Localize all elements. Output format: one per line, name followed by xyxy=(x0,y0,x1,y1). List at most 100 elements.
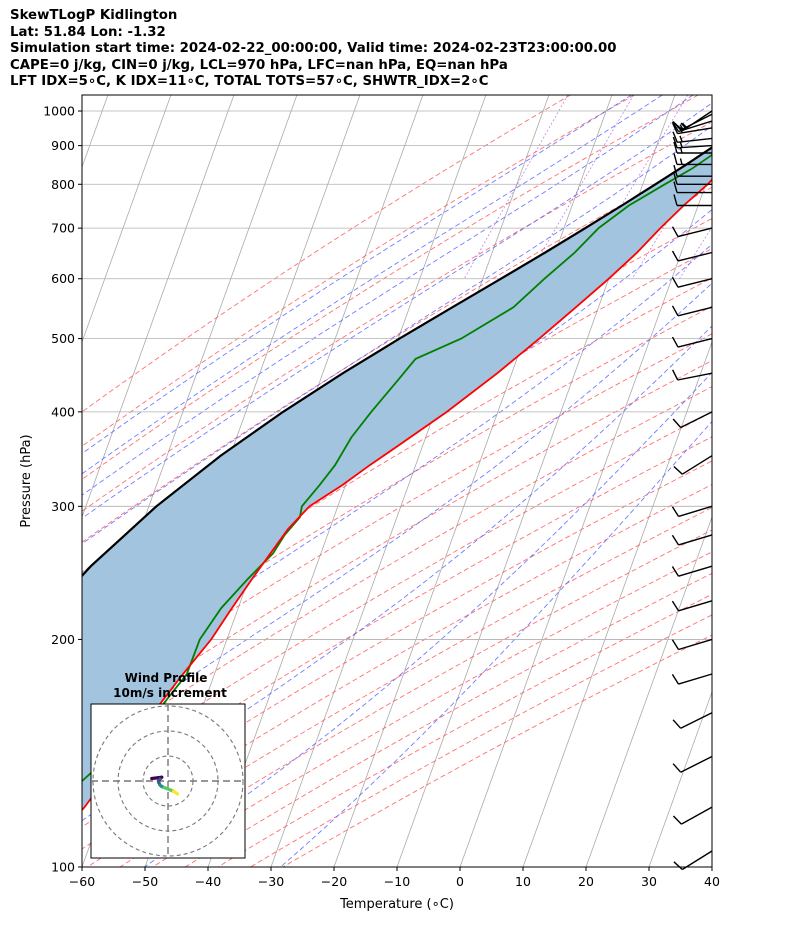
hodograph-title: Wind Profile xyxy=(125,671,208,685)
moist-adiabat-line xyxy=(144,371,712,867)
wind-barb xyxy=(673,181,712,194)
plot-area xyxy=(82,95,794,867)
isotherm-line xyxy=(522,340,712,867)
hodograph-inset: Wind Profile 10m/s increment xyxy=(90,671,246,859)
isotherm-line xyxy=(585,515,712,867)
wind-barb xyxy=(671,505,713,518)
dry-adiabat-line xyxy=(282,634,712,867)
mixing-ratio-line xyxy=(526,95,635,279)
x-tick-label: −10 xyxy=(384,874,410,889)
x-tick-label: 40 xyxy=(704,874,720,889)
location-line: Lat: 51.84 Lon: -1.32 xyxy=(10,24,166,40)
dry-adiabat-line xyxy=(82,333,712,709)
moist-adiabat-line xyxy=(82,95,663,475)
x-tick-label: −40 xyxy=(195,874,221,889)
hodograph-trace xyxy=(150,775,180,796)
hodograph-segment xyxy=(173,790,180,796)
temperature-profile-line xyxy=(82,178,712,812)
stability-line: CAPE=0 j/kg, CIN=0 j/kg, LCL=970 hPa, LF… xyxy=(10,57,508,73)
wind-barb xyxy=(671,226,713,238)
wind-barb xyxy=(673,141,712,154)
wind-barb xyxy=(671,369,713,381)
isotherm-line xyxy=(82,95,172,344)
y-axis-label: Pressure (hPa) xyxy=(19,434,34,527)
wind-barb xyxy=(672,123,713,135)
isotherm-line xyxy=(82,95,298,694)
y-axis-ticks: 1000 900 800 700 600 500 400 300 200 100 xyxy=(43,104,82,875)
y-tick-label: 800 xyxy=(51,177,75,192)
wind-barb xyxy=(672,806,713,825)
y-tick-label: 700 xyxy=(51,221,75,236)
moist-adiabat-line xyxy=(82,95,632,455)
sounding-profiles xyxy=(82,146,712,812)
moist-adiabat-line xyxy=(280,420,712,867)
moist-adiabat-line xyxy=(82,243,712,693)
cape-fill-area xyxy=(82,147,712,811)
wind-barb xyxy=(671,534,713,546)
wind-barb xyxy=(673,165,712,177)
wind-barb xyxy=(671,336,713,348)
y-tick-label: 400 xyxy=(51,404,75,419)
hodograph-subtitle: 10m/s increment xyxy=(113,686,227,700)
y-tick-label: 300 xyxy=(51,499,75,514)
time-line: Simulation start time: 2024-02-22_00:00:… xyxy=(10,41,617,56)
y-tick-label: 100 xyxy=(51,860,75,875)
y-tick-label: 900 xyxy=(51,138,75,153)
dewpoint-profile-line xyxy=(82,153,712,783)
wind-barb xyxy=(671,565,713,577)
mixing-ratio-line xyxy=(710,276,712,279)
x-axis-label: Temperature (∘C) xyxy=(339,897,454,912)
index-line: LFT IDX=5∘C, K IDX=11∘C, TOTAL TOTS=57∘C… xyxy=(10,74,489,89)
wind-barb xyxy=(673,173,712,185)
wind-barb xyxy=(673,153,712,166)
moist-adiabat-line xyxy=(82,95,694,496)
x-tick-label: −60 xyxy=(69,874,95,889)
chart-header: SkewTLogP Kidlington Lat: 51.84 Lon: -1.… xyxy=(10,8,790,91)
wind-barb xyxy=(672,712,713,729)
wind-barb xyxy=(673,455,713,475)
isotherm-line xyxy=(459,165,712,867)
wind-barb xyxy=(671,276,713,288)
isotherm-line xyxy=(775,95,794,867)
cape-area xyxy=(82,147,712,811)
x-tick-label: 30 xyxy=(641,874,657,889)
mixing-ratio-line xyxy=(679,226,712,279)
wind-barb xyxy=(671,600,713,612)
dry-adiabat-line xyxy=(82,95,635,447)
wind-barb xyxy=(671,673,713,685)
isotherm-line xyxy=(333,95,613,867)
hodograph-rings xyxy=(91,704,245,858)
chart-title: SkewTLogP Kidlington xyxy=(10,8,178,23)
x-tick-label: 10 xyxy=(515,874,531,889)
wind-barb xyxy=(671,250,713,262)
parcel-profile-line xyxy=(82,146,712,578)
isotherm-line xyxy=(711,865,712,867)
moist-adiabat-line xyxy=(82,282,712,751)
x-tick-label: −30 xyxy=(258,874,284,889)
y-tick-label: 1000 xyxy=(43,104,75,119)
wind-barb xyxy=(672,136,713,149)
x-axis-ticks: −60 −50 −40 −30 −20 −10 0 10 20 30 40 xyxy=(69,867,720,889)
dry-adiabat-line xyxy=(82,277,712,657)
y-tick-label: 600 xyxy=(51,271,75,286)
wind-barb xyxy=(671,638,713,651)
y-tick-label: 200 xyxy=(51,632,75,647)
wind-barbs xyxy=(671,110,713,871)
dry-adiabat-line xyxy=(250,614,712,867)
y-tick-label: 500 xyxy=(51,331,75,346)
x-tick-label: 20 xyxy=(578,874,594,889)
x-tick-label: −50 xyxy=(132,874,158,889)
dry-adiabat-line xyxy=(82,305,712,684)
dry-adiabat-line xyxy=(82,483,712,850)
moist-adiabat-line xyxy=(82,102,712,519)
wind-barb xyxy=(671,305,713,317)
x-tick-label: 0 xyxy=(456,874,464,889)
isotherm-line xyxy=(82,95,235,519)
moist-adiabat-line xyxy=(82,325,712,822)
wind-barb xyxy=(672,113,713,131)
mixing-ratio-line xyxy=(754,95,794,279)
dry-adiabat-line xyxy=(82,360,712,734)
wind-barb xyxy=(673,194,712,207)
wind-barb xyxy=(672,131,713,143)
